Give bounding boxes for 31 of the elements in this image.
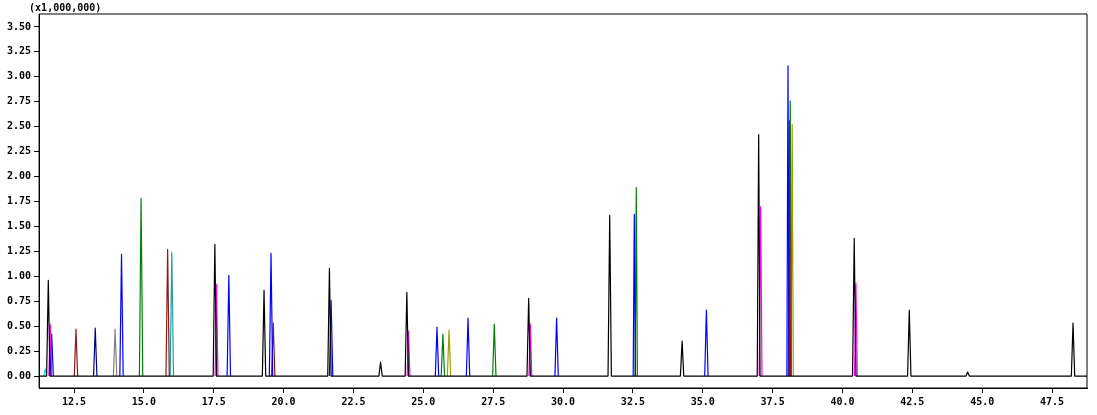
- x-tick-label: 47.5: [1040, 395, 1065, 407]
- y-tick-label: 1.75: [6, 195, 32, 207]
- y-tick-label: 0.00: [6, 369, 32, 381]
- x-tick-label: 37.5: [760, 395, 785, 407]
- y-tick-label: 2.75: [6, 95, 32, 107]
- x-tick-label: 12.5: [61, 395, 87, 407]
- y-axis-title: (x1,000,000): [29, 1, 102, 13]
- y-tick-label: 0.75: [6, 294, 32, 306]
- y-tick-label: 0.25: [6, 344, 32, 356]
- x-tick-label: 25.0: [411, 395, 436, 407]
- y-tick-label: 3.25: [6, 45, 32, 57]
- y-tick-label: 3.50: [6, 20, 32, 32]
- y-tick-label: 2.50: [6, 120, 32, 132]
- y-tick-label: 1.25: [6, 244, 32, 256]
- y-tick-label: 2.00: [6, 170, 32, 182]
- x-tick-label: 22.5: [341, 395, 366, 407]
- x-tick-label: 20.0: [271, 395, 296, 407]
- x-tick-label: 32.5: [620, 395, 645, 407]
- x-tick-label: 15.0: [131, 395, 156, 407]
- y-tick-label: 2.25: [6, 145, 32, 157]
- x-tick-label: 35.0: [690, 395, 715, 407]
- x-tick-label: 45.0: [970, 395, 995, 407]
- x-tick-label: 17.5: [201, 395, 226, 407]
- x-tick-label: 27.5: [481, 395, 506, 407]
- y-tick-label: 1.50: [6, 220, 32, 232]
- y-tick-label: 0.50: [6, 319, 32, 331]
- y-tick-label: 1.00: [6, 269, 32, 281]
- y-tick-label: 3.00: [6, 70, 32, 82]
- x-tick-label: 30.0: [550, 395, 576, 407]
- x-tick-label: 42.5: [900, 395, 925, 407]
- x-tick-label: 40.0: [830, 395, 855, 407]
